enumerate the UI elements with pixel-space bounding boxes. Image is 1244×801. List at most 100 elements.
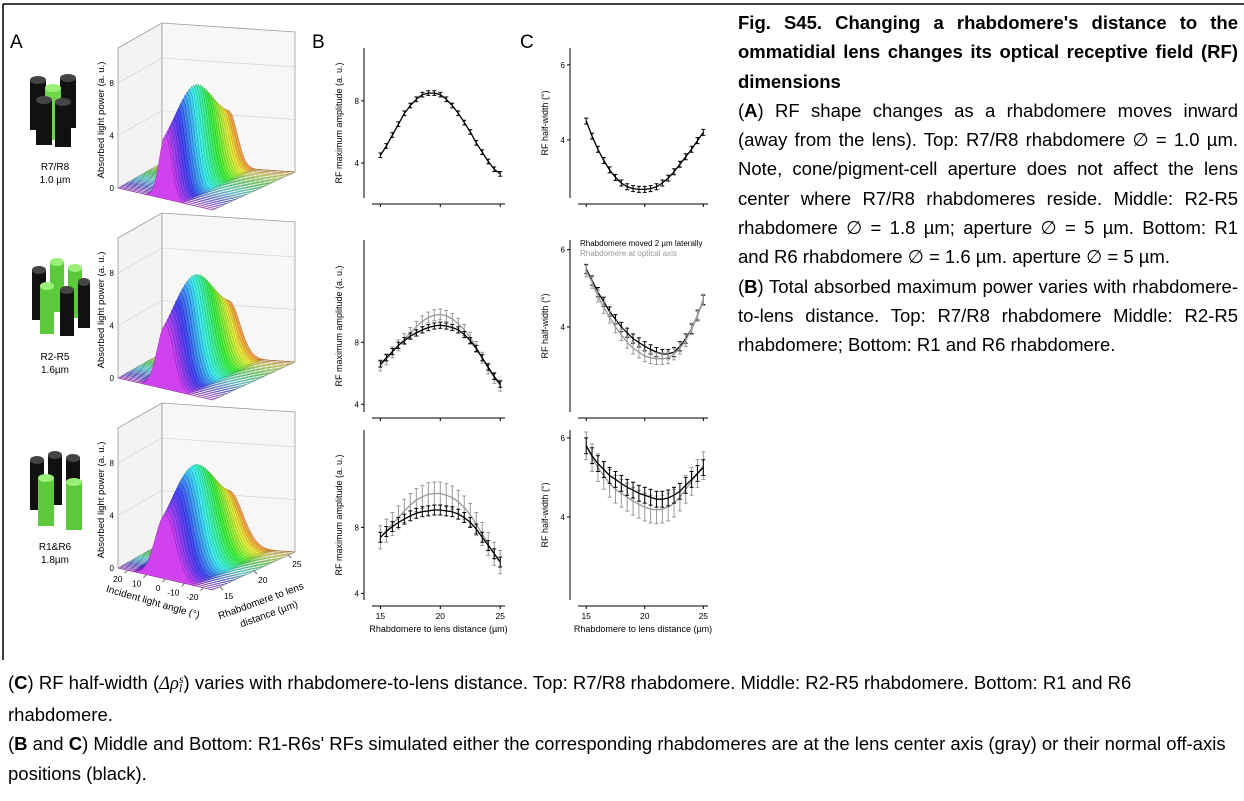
x-axis-label: Rhabdomere to lens distance (µm) <box>574 624 712 634</box>
z-grid-line <box>117 490 163 516</box>
angle-tick-label: 0 <box>156 583 161 593</box>
x-tick-label: 20 <box>436 611 446 621</box>
text-run: ) RF half-width ( <box>27 672 160 693</box>
y-axis-label: RF maximum amplitude (a. u.) <box>334 62 344 183</box>
z-tick-label: 4 <box>110 512 115 521</box>
icon-r1r6 <box>30 451 82 530</box>
text-run: ( <box>8 672 15 693</box>
panel-label: C <box>520 32 534 53</box>
panel-label: B <box>312 32 325 53</box>
series-line <box>379 92 501 175</box>
series-line <box>379 324 501 385</box>
text-run: A <box>744 99 758 121</box>
rhabdomere-size: 1.6µm <box>41 365 69 376</box>
angle-axis-label: Incident light angle (°) <box>105 584 201 621</box>
z-axis-label: Absorbed light power (a. u.) <box>96 442 107 559</box>
series-line <box>585 268 704 355</box>
icon-r2r5 <box>32 258 90 336</box>
angle-tick-label: 10 <box>132 579 142 589</box>
distance-tick-label: 15 <box>224 591 234 601</box>
math-symbol: Δρ <box>159 674 179 694</box>
y-tick-label: 6 <box>561 434 566 443</box>
distance-tick-label: 25 <box>292 559 302 569</box>
y-tick-label: 4 <box>561 513 566 522</box>
z-axis-label: Absorbed light power (a. u.) <box>96 252 107 369</box>
z-grid-line <box>117 57 163 84</box>
y-tick-label: 4 <box>355 589 360 598</box>
y-tick-label: 4 <box>355 400 360 409</box>
side-paragraphs: ( A) RF shape changes as a rhabdomere mov… <box>738 96 1238 360</box>
z-grid-line <box>117 437 163 464</box>
text-run: B <box>744 275 758 297</box>
text-run: ) RF shape changes as a rhabdomere moves… <box>738 99 1238 268</box>
surface-strip <box>117 134 214 211</box>
surface-strip <box>117 514 214 591</box>
y-axis-label: RF maximum amplitude (a. u.) <box>334 454 344 575</box>
wall-left <box>117 212 163 379</box>
angle-tick-label: -10 <box>167 587 180 597</box>
z-grid-line <box>117 110 163 136</box>
rhabdomere-icons <box>30 74 90 530</box>
z-tick-label: 8 <box>110 269 115 278</box>
angle-tick <box>124 569 128 574</box>
text-run: ) Middle and Bottom: R1-R6s' RFs simulat… <box>8 733 1226 784</box>
angle-tick <box>200 587 204 592</box>
paragraph: (C) RF half-width (Δρ s l) varies with rha… <box>8 668 1236 729</box>
x-tick-label: 25 <box>495 611 505 621</box>
z-tick-label: 8 <box>110 459 115 468</box>
y-axis-label: RF maximum amplitude (a. u.) <box>334 265 344 386</box>
math-sup: s <box>178 672 184 687</box>
angle-tick-label: 20 <box>113 574 123 584</box>
paragraph: (B) Total absorbed maximum power varies … <box>738 272 1238 360</box>
distance-tick-label: 20 <box>258 575 268 585</box>
math-sub: l <box>178 681 183 696</box>
series-line <box>585 270 704 360</box>
text-run: ) varies with rhabdomere-to-lens distanc… <box>8 672 1132 725</box>
y-axis-label: RF half-width (°) <box>540 90 550 155</box>
rhabdomere-name: R1&R6 <box>39 542 72 553</box>
y-tick-label: 4 <box>561 136 566 145</box>
y-tick-label: 6 <box>561 246 566 255</box>
series-line <box>379 509 501 563</box>
y-axis-label: RF half-width (°) <box>540 482 550 547</box>
z-tick-label: 0 <box>110 374 115 383</box>
angle-tick <box>181 583 185 587</box>
x-tick-label: 20 <box>640 611 650 621</box>
rhabdomere-name: R2-R5 <box>41 352 70 363</box>
z-tick-label: 4 <box>110 322 115 331</box>
legend-entry: Rhabdomere moved 2 µm laterally <box>580 239 702 248</box>
x-axis-label: Rhabdomere to lens distance (µm) <box>369 624 507 634</box>
text-run: and <box>27 733 69 754</box>
angle-tick <box>162 578 166 583</box>
icon-r7r8 <box>30 74 76 147</box>
text-run: B <box>14 733 28 754</box>
z-grid-line <box>161 247 296 258</box>
distance-tick <box>287 554 292 559</box>
caption-title: Fig. S45. Changing a rhabdomere's distan… <box>738 12 1238 92</box>
z-grid-line <box>161 437 296 448</box>
distance-tick <box>219 586 224 591</box>
caption-bottom: (C) RF half-width (Δρ s l) varies with rha… <box>8 668 1236 788</box>
rhabdomere-name: R7/R8 <box>41 162 70 173</box>
text-run: ( <box>738 275 745 297</box>
rhabdomere-size: 1.8µm <box>41 555 69 566</box>
z-tick-label: 8 <box>110 79 115 88</box>
z-tick-label: 0 <box>110 564 115 573</box>
z-axis-label: Absorbed light power (a. u.) <box>96 62 107 179</box>
distance-tick <box>253 570 258 575</box>
surface-strip <box>117 324 214 401</box>
text-run: C <box>68 733 83 754</box>
text-run: ) Total absorbed maximum power varies wi… <box>738 275 1238 356</box>
y-tick-label: 4 <box>561 323 566 332</box>
x-tick-label: 15 <box>376 611 386 621</box>
y-tick-label: 8 <box>355 338 360 347</box>
z-grid-line <box>161 57 296 68</box>
text-run: C <box>14 672 28 693</box>
y-tick-label: 8 <box>355 97 360 106</box>
y-tick-label: 4 <box>355 159 360 168</box>
series-line <box>585 445 704 511</box>
y-tick-label: 8 <box>355 523 360 532</box>
